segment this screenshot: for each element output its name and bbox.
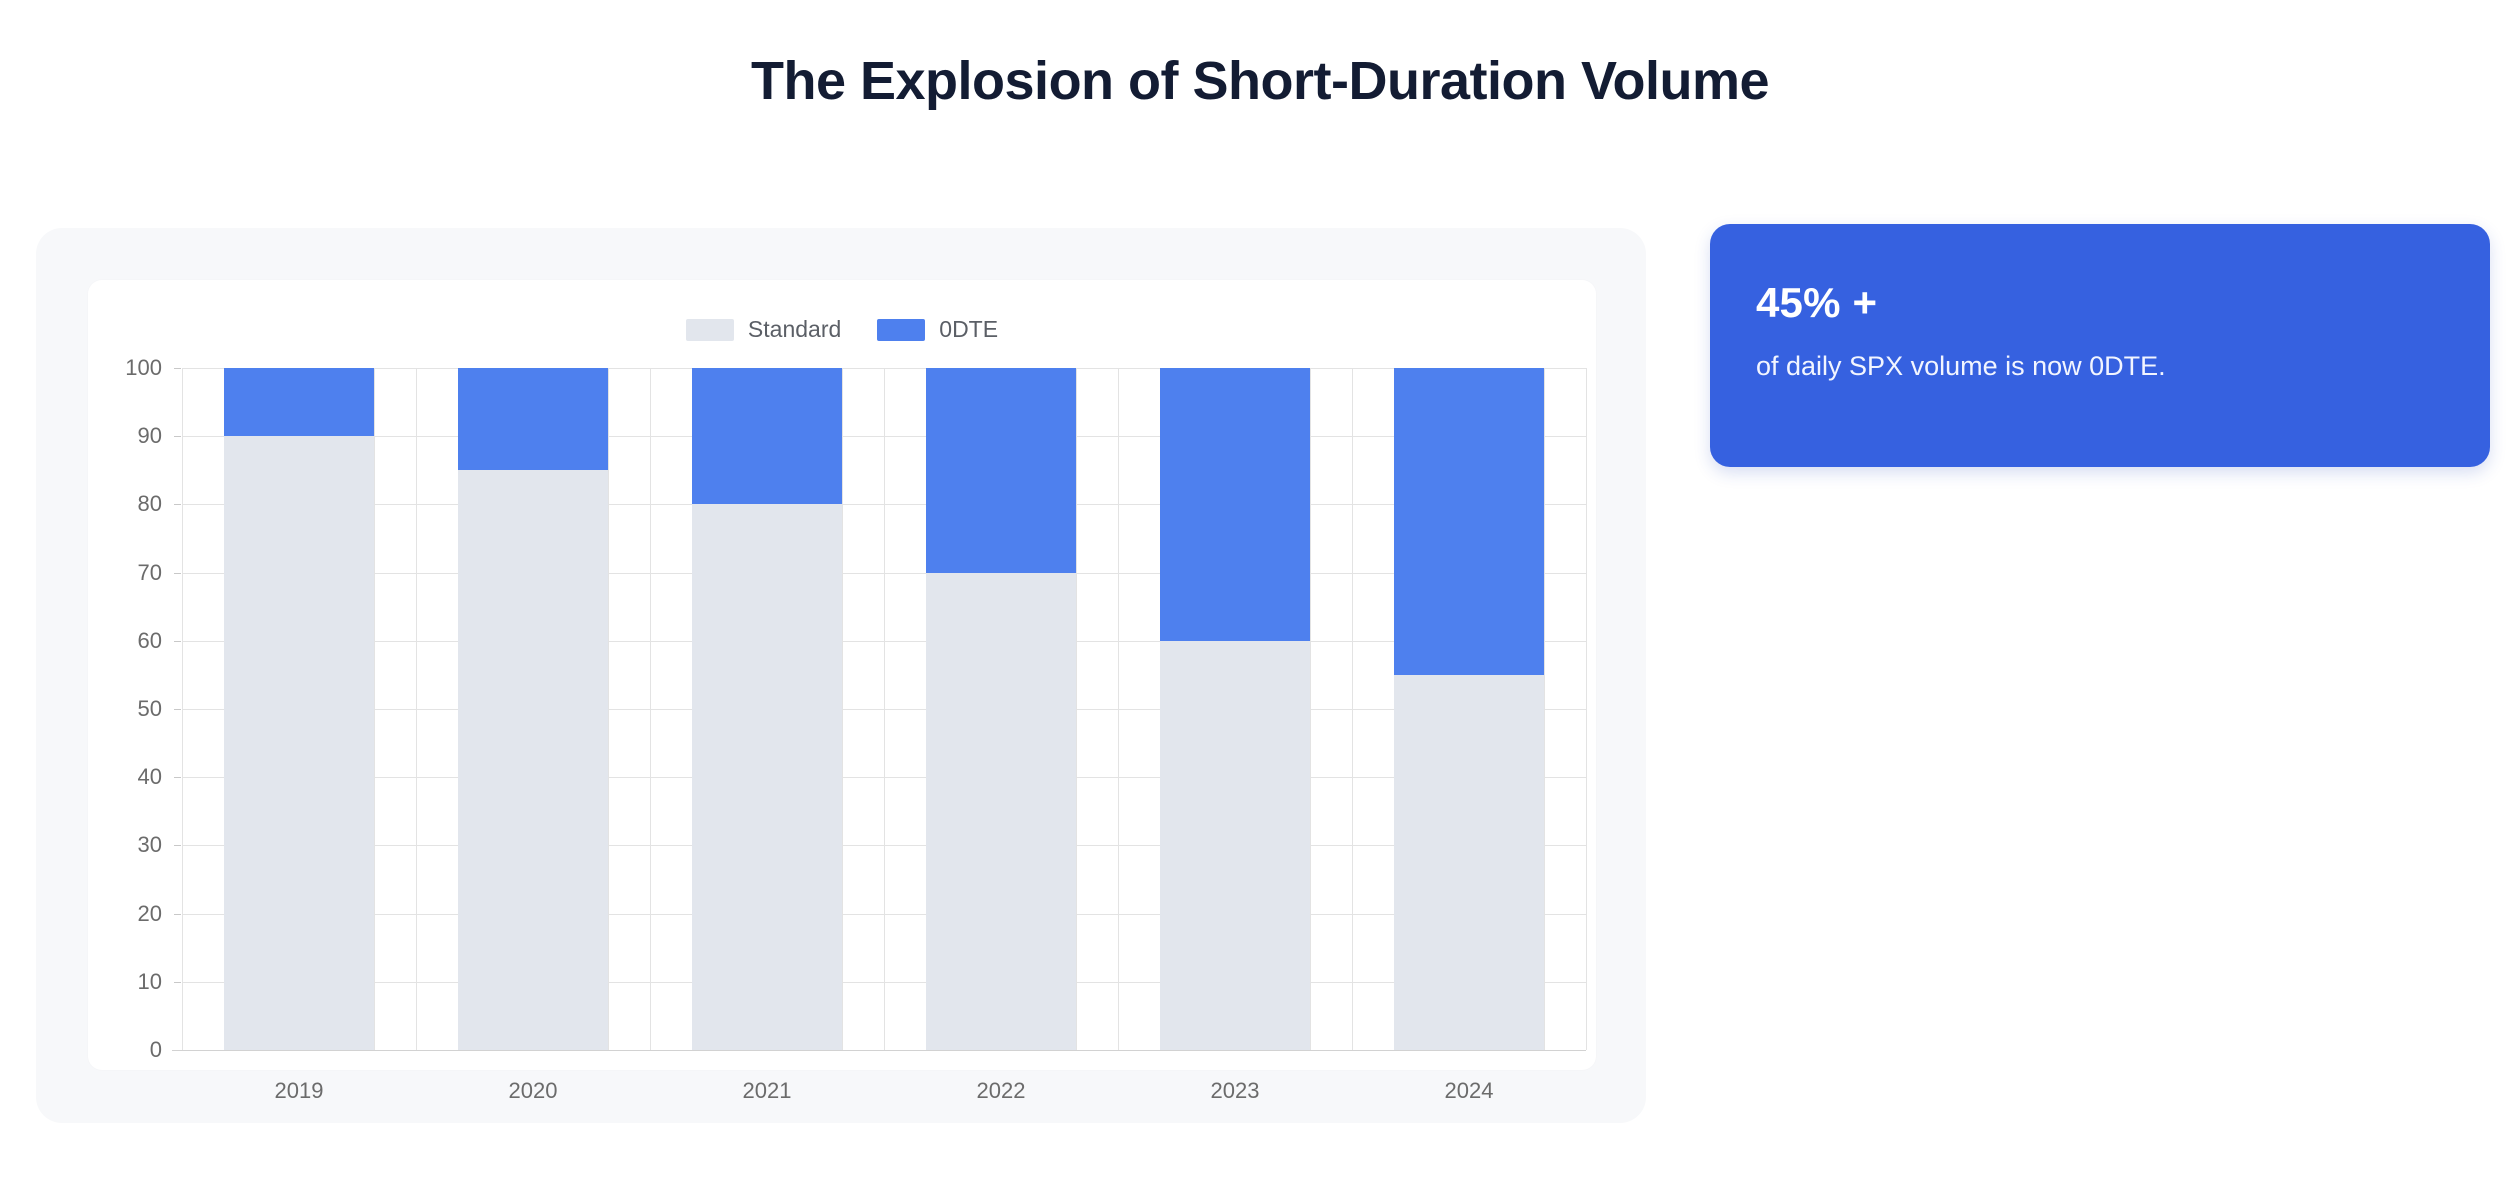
bar-segment-0dte-2024[interactable] [1394,368,1544,675]
callout-stat-value: 45% + [1756,279,1878,326]
bar-segment-standard-2023[interactable] [1160,641,1310,1050]
y-axis-tick-label: 80 [137,491,162,517]
gridline-vertical [1076,368,1077,1050]
x-axis-tick-label: 2023 [1210,1078,1260,1103]
legend-item-standard[interactable]: Standard [685,316,842,342]
chart-legend: Standard 0DTE [88,318,1596,341]
legend-label-zerodte: 0DTE [939,316,999,342]
bar-segment-standard-2020[interactable] [458,470,608,1050]
gridline-vertical [182,368,183,1050]
x-axis-line [172,1050,1586,1051]
gridline-vertical [1310,368,1311,1050]
legend-label-standard: Standard [747,316,842,342]
y-axis-tick-mark [174,982,181,983]
y-axis-tick-mark [174,777,181,778]
y-axis-tick-mark [174,368,181,369]
bar-segment-0dte-2022[interactable] [926,368,1076,573]
stat-callout-card: 45% + of daily SPX volume is now 0DTE. [1710,224,2490,467]
x-axis-tick-label: 2021 [742,1078,792,1103]
page-title: The Explosion of Short-Duration Volume [751,51,1770,111]
y-axis-tick-mark [174,573,181,574]
y-axis-tick-label: 70 [137,559,162,585]
gridline-vertical [842,368,843,1050]
legend-swatch-standard [685,318,734,341]
y-axis-tick-mark [174,504,181,505]
y-axis-tick-label: 50 [137,696,162,721]
legend-swatch-zerodte [877,318,926,341]
bar-segment-0dte-2020[interactable] [458,368,608,470]
gridline-vertical [608,368,609,1050]
gridline-vertical [374,368,375,1050]
bar-segment-standard-2022[interactable] [926,573,1076,1050]
y-axis-tick-mark [174,436,181,437]
y-axis-tick-mark [174,709,181,710]
x-axis-tick-label: 2020 [508,1078,558,1103]
chart-panel: Standard 0DTE 0 10 20 30 40 50 60 70 80 90 100 2019… [88,280,1596,1102]
y-axis-tick-label: 100 [125,355,162,380]
gridline-vertical [650,368,651,1050]
bar-segment-0dte-2023[interactable] [1160,368,1310,641]
chart-card: Standard 0DTE 0 10 20 30 40 50 60 70 80 90 100 2019… [36,228,1646,1123]
bar-segment-0dte-2021[interactable] [692,368,842,504]
gridline-vertical [1118,368,1119,1050]
y-axis-tick-label: 10 [137,968,162,994]
y-axis-tick-label: 60 [137,627,162,653]
gridline-vertical [1352,368,1353,1050]
x-axis-tick-label: 2022 [976,1078,1026,1103]
legend-item-zerodte[interactable]: 0DTE [877,318,998,341]
gridline-vertical [416,368,417,1050]
y-axis-tick-mark [174,914,181,915]
gridline-vertical [884,368,885,1050]
y-axis-tick-mark [174,845,181,846]
bar-segment-standard-2019[interactable] [224,436,374,1050]
y-axis-tick-label: 40 [137,764,162,790]
y-axis-tick-mark [174,641,181,642]
x-axis-tick-label: 2024 [1444,1078,1494,1103]
bar-segment-standard-2021[interactable] [692,504,842,1050]
x-axis-tick-label: 2019 [274,1078,324,1103]
gridline-vertical [1544,368,1545,1050]
y-axis-tick-label: 20 [137,900,162,926]
gridline-vertical [1586,368,1587,1050]
y-axis-tick-label: 0 [149,1037,162,1062]
y-axis-tick-label: 30 [137,832,162,858]
callout-subtitle: of daily SPX volume is now 0DTE. [1756,351,2166,381]
bar-segment-standard-2024[interactable] [1394,675,1544,1050]
y-axis-tick-label: 90 [137,423,162,449]
bar-segment-0dte-2019[interactable] [224,368,374,436]
